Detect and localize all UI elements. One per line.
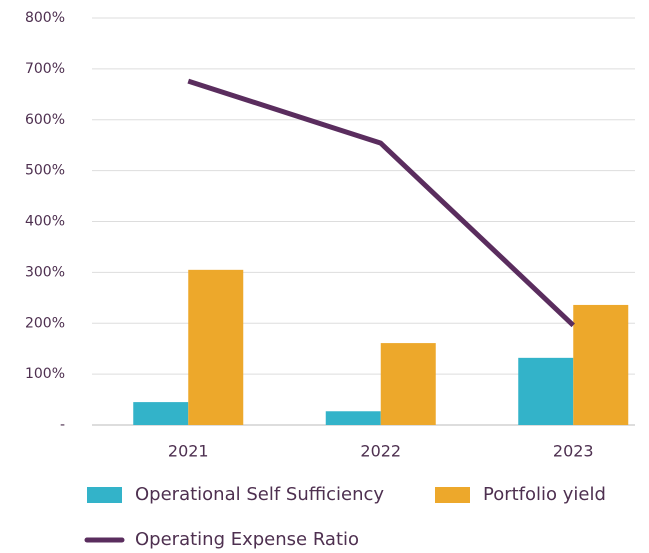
line [187,78,575,328]
legend-swatch [87,487,122,503]
y-tick-label: 100% [25,366,65,382]
y-tick-label: - [60,417,65,433]
y-tick-label: 700% [25,61,65,77]
bar [518,357,574,425]
legend-label: Operational Self Sufficiency [135,484,384,505]
bar [325,411,381,425]
x-tick-label: 2023 [553,442,594,461]
y-tick-label: 400% [25,214,65,230]
bar [188,269,244,425]
bar [380,343,436,425]
y-tick-label: 600% [25,112,65,128]
legend-label: Operating Expense Ratio [135,529,359,550]
legend-swatch [435,487,470,503]
x-tick-label: 2021 [168,442,209,461]
x-tick-label: 2022 [360,442,401,461]
y-tick-label: 500% [25,163,65,179]
bar [573,304,629,425]
y-tick-label: 200% [25,315,65,331]
legend-label: Portfolio yield [483,484,606,505]
y-tick-label: 300% [25,264,65,280]
bar [133,402,189,425]
y-tick-label: 800% [25,10,65,26]
